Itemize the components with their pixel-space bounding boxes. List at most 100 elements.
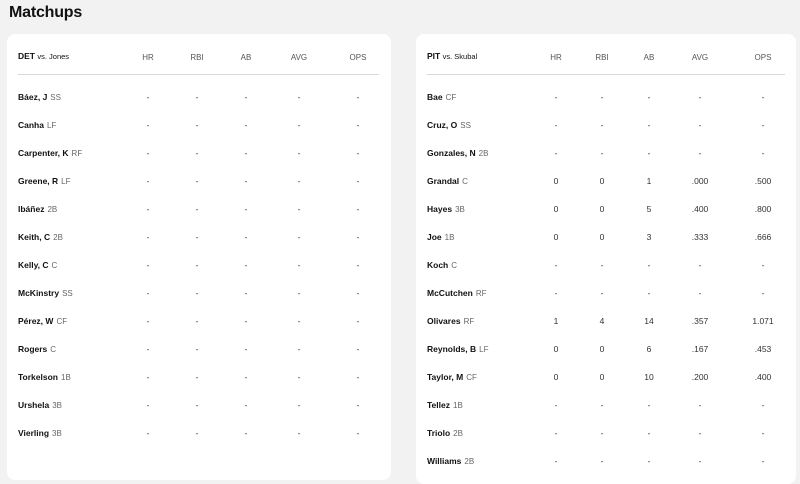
team-label: DET: [18, 51, 35, 61]
player-name[interactable]: Bae CF: [427, 92, 456, 102]
stat-ab: 6: [646, 344, 652, 354]
stat-ops: -: [356, 92, 360, 102]
column-header-rbi: RBI: [595, 53, 609, 62]
table-header: PIT vs. Skubal HR RBI AB AVG OPS: [427, 34, 785, 75]
matchup-title: PIT vs. Skubal: [427, 51, 477, 61]
player-name[interactable]: Canha LF: [18, 120, 56, 130]
table-row: Grandal C 0 0 1 .000 .500: [427, 166, 784, 194]
stat-avg: -: [297, 176, 301, 186]
stat-hr: -: [146, 260, 150, 270]
stat-hr: -: [554, 428, 558, 438]
player-name[interactable]: Greene, R LF: [18, 176, 71, 186]
column-header-ops: OPS: [754, 53, 772, 62]
player-name[interactable]: Olivares RF: [427, 316, 474, 326]
table-row: Koch C - - - - -: [427, 250, 784, 278]
column-header-ops: OPS: [349, 53, 367, 62]
player-position: C: [451, 261, 458, 270]
stat-avg: -: [297, 120, 301, 130]
stat-hr: 1: [553, 316, 559, 326]
stat-hr: -: [554, 92, 558, 102]
stat-rbi: -: [600, 260, 604, 270]
stat-ops: 1.071: [752, 316, 774, 326]
stat-ab: -: [244, 92, 248, 102]
player-name[interactable]: Báez, J SS: [18, 92, 61, 102]
column-header-hr: HR: [142, 53, 154, 62]
stat-rbi: 0: [599, 176, 605, 186]
stat-ops: -: [356, 204, 360, 214]
stat-rbi: 0: [599, 232, 605, 242]
column-header-avg: AVG: [691, 53, 709, 62]
stat-hr: -: [554, 456, 558, 466]
table-row: Carpenter, K RF - - - - -: [18, 138, 379, 166]
player-name[interactable]: Reynolds, B LF: [427, 344, 488, 354]
player-name[interactable]: Koch C: [427, 260, 457, 270]
stat-hr: 0: [553, 176, 559, 186]
player-name[interactable]: Tellez 1B: [427, 400, 463, 410]
stat-rbi: -: [195, 92, 199, 102]
table-row: Urshela 3B - - - - -: [18, 390, 379, 418]
stat-ab: -: [647, 260, 651, 270]
player-name-text: Grandal: [427, 176, 460, 186]
player-name-text: Taylor, M: [427, 372, 464, 382]
player-name[interactable]: Hayes 3B: [427, 204, 465, 214]
player-name[interactable]: McKinstry SS: [18, 288, 73, 298]
player-name[interactable]: Joe 1B: [427, 232, 454, 242]
player-name[interactable]: Carpenter, K RF: [18, 148, 82, 158]
player-name[interactable]: Grandal C: [427, 176, 468, 186]
player-name-text: Gonzales, N: [427, 148, 476, 158]
table-row: Triolo 2B - - - - -: [427, 418, 784, 446]
table-row: Rogers C - - - - -: [18, 334, 379, 362]
player-name[interactable]: Keith, C 2B: [18, 232, 63, 242]
player-name[interactable]: Torkelson 1B: [18, 372, 71, 382]
stat-ab: -: [244, 428, 248, 438]
player-name[interactable]: Gonzales, N 2B: [427, 148, 488, 158]
stat-hr: -: [146, 400, 150, 410]
stat-ab: -: [244, 260, 248, 270]
stat-ops: -: [761, 92, 765, 102]
stat-ops: -: [356, 232, 360, 242]
player-name[interactable]: Urshela 3B: [18, 400, 62, 410]
player-name-text: Williams: [427, 456, 462, 466]
player-position: 2B: [464, 457, 475, 466]
stat-hr: -: [146, 344, 150, 354]
player-name[interactable]: Ibáñez 2B: [18, 204, 57, 214]
stat-avg: -: [698, 260, 702, 270]
stat-avg: -: [297, 232, 301, 242]
table-row: Tellez 1B - - - - -: [427, 390, 784, 418]
stat-hr: -: [554, 148, 558, 158]
player-name[interactable]: Williams 2B: [427, 456, 474, 466]
stat-avg: -: [698, 120, 702, 130]
stat-ops: -: [356, 120, 360, 130]
stat-rbi: -: [195, 400, 199, 410]
player-name[interactable]: Vierling 3B: [18, 428, 62, 438]
player-position: 3B: [52, 401, 62, 410]
table-row: Canha LF - - - - -: [18, 110, 379, 138]
stat-rbi: -: [600, 148, 604, 158]
stat-ab: -: [647, 400, 651, 410]
player-position: RF: [475, 289, 487, 298]
stat-hr: 0: [553, 344, 559, 354]
table-row: McCutchen RF - - - - -: [427, 278, 784, 306]
player-name[interactable]: McCutchen RF: [427, 288, 486, 298]
stat-rbi: -: [195, 232, 199, 242]
stat-rbi: -: [600, 456, 604, 466]
stat-hr: -: [554, 288, 558, 298]
stat-rbi: -: [195, 316, 199, 326]
player-name[interactable]: Triolo 2B: [427, 428, 463, 438]
player-name[interactable]: Cruz, O SS: [427, 120, 471, 130]
player-name[interactable]: Taylor, M CF: [427, 372, 477, 382]
stat-avg: -: [297, 400, 301, 410]
stat-hr: -: [146, 92, 150, 102]
player-name[interactable]: Pérez, W CF: [18, 316, 67, 326]
stat-ops: -: [356, 288, 360, 298]
stat-avg: .000: [691, 176, 709, 186]
player-name[interactable]: Rogers C: [18, 344, 56, 354]
stat-avg: .200: [691, 372, 709, 382]
page-title: Matchups: [9, 4, 83, 21]
table-row: McKinstry SS - - - - -: [18, 278, 379, 306]
stat-avg: -: [698, 456, 702, 466]
stat-avg: -: [297, 204, 301, 214]
